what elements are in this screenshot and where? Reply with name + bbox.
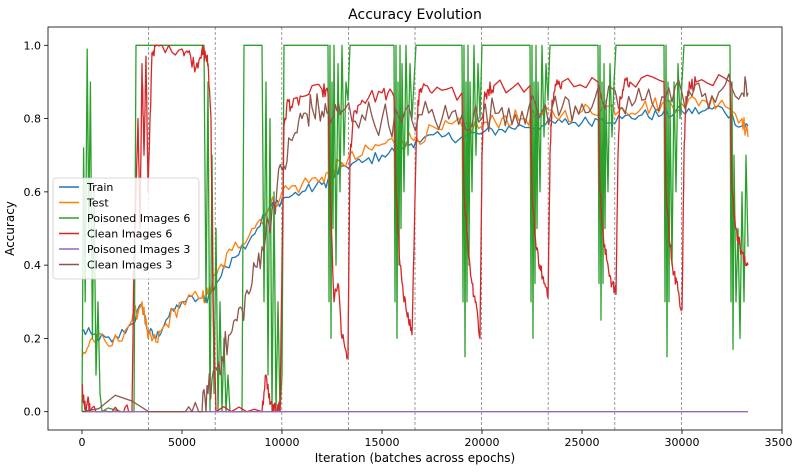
legend-entry: Test <box>86 197 109 210</box>
y-tick-label: 0.4 <box>24 259 42 272</box>
x-tick-label: 0 <box>79 436 86 449</box>
x-tick-label: 15000 <box>365 436 400 449</box>
legend-entry: Clean Images 6 <box>87 228 172 241</box>
legend-entry: Train <box>86 181 113 194</box>
x-tick-label: 5000 <box>168 436 196 449</box>
legend-box <box>52 177 200 280</box>
plot-frame <box>47 26 783 431</box>
y-tick-label: 0.8 <box>24 113 42 126</box>
series-line-clean-images-6 <box>81 44 749 413</box>
legend-entry: Poisoned Images 3 <box>87 243 190 256</box>
y-axis-label: Accuracy <box>3 201 17 256</box>
y-tick-label: 1.0 <box>24 39 42 52</box>
series-line-test <box>81 94 749 357</box>
legend-entry: Poisoned Images 6 <box>87 212 190 225</box>
y-tick-label: 0.6 <box>24 186 42 199</box>
x-tick-label: 20000 <box>465 436 500 449</box>
y-tick-label: 0.2 <box>24 332 42 345</box>
chart-title: Accuracy Evolution <box>348 7 482 23</box>
x-tick-label: 30000 <box>665 436 700 449</box>
y-axis-ticks: 0.0 0.2 0.4 0.6 0.8 1.0 <box>24 39 48 419</box>
y-tick-label: 0.0 <box>24 406 42 419</box>
x-tick-label: 25000 <box>565 436 600 449</box>
series-line-clean-images-3 <box>81 73 749 413</box>
legend: Train Test Poisoned Images 6 Clean Images 6… <box>52 177 200 280</box>
x-axis-label: Iteration (batches across epochs) <box>315 451 515 465</box>
x-tick-label: 10000 <box>265 436 300 449</box>
legend-entry: Clean Images 3 <box>87 259 172 272</box>
series-lines <box>81 44 749 413</box>
